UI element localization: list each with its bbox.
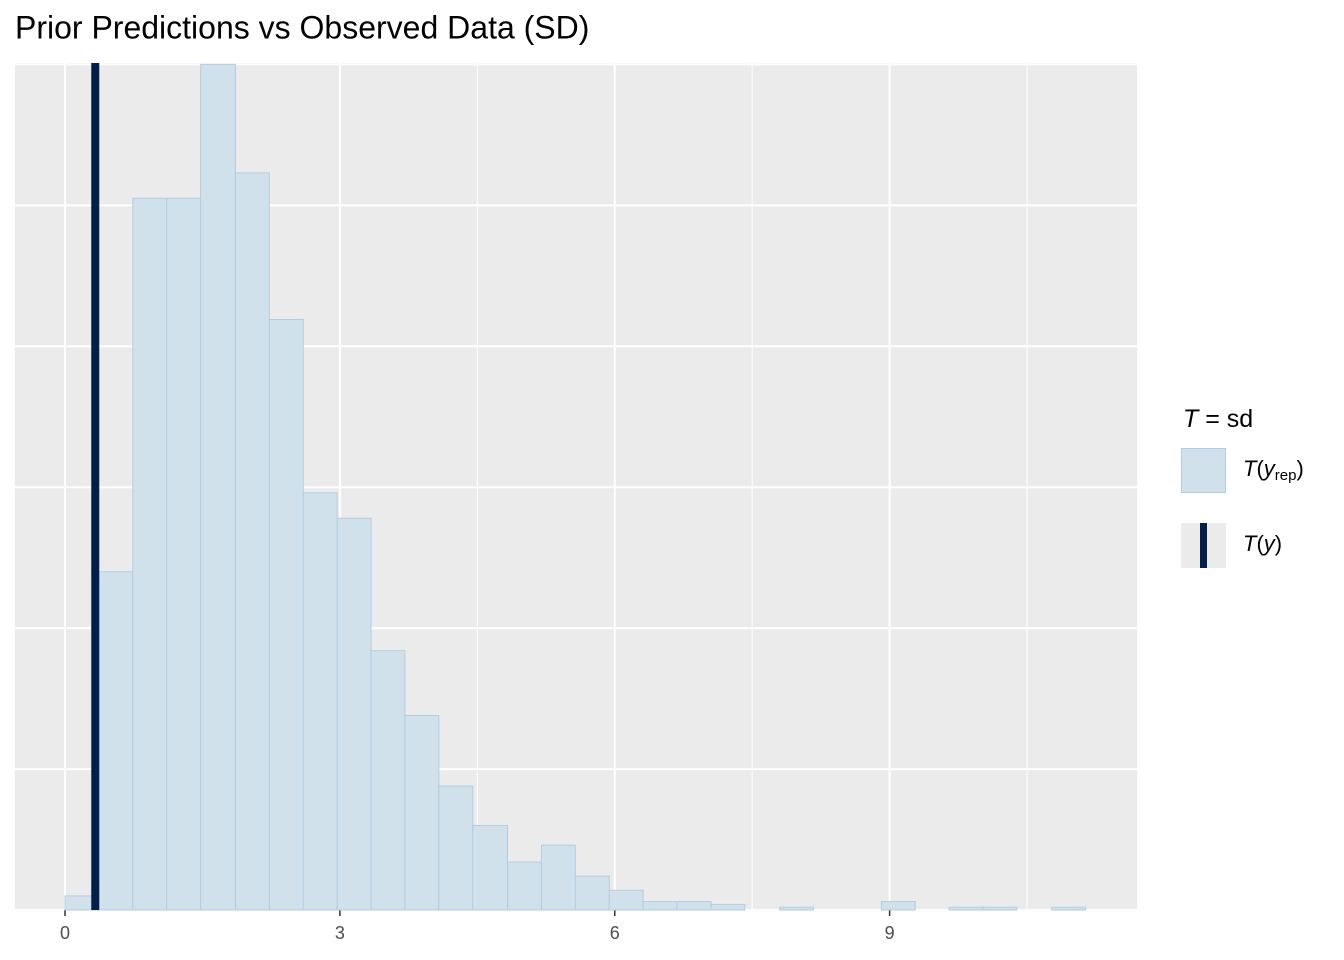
histogram-bar <box>200 63 236 911</box>
legend-label: T(yrep) <box>1243 456 1304 484</box>
histogram-bar <box>302 492 338 911</box>
legend-label-part: ( <box>1256 456 1264 481</box>
histogram-bar <box>779 906 815 911</box>
histogram-bar <box>507 861 542 911</box>
histogram-bar <box>268 318 304 911</box>
histogram-bar <box>710 903 746 911</box>
histogram-bar <box>132 197 168 911</box>
legend-title-part: T <box>1183 405 1200 433</box>
legend-label-part: ( <box>1256 531 1264 556</box>
histogram-bar <box>472 824 509 911</box>
histogram-bar <box>1051 906 1087 911</box>
legend-label-part: y <box>1262 456 1277 481</box>
legend-label-part: rep <box>1275 467 1297 484</box>
histogram-bar <box>608 889 644 911</box>
histogram-bar <box>948 906 984 911</box>
histogram-bar <box>336 517 372 911</box>
histogram-bar <box>404 715 440 911</box>
histogram-bar <box>370 650 406 911</box>
chart-title: Prior Predictions vs Observed Data (SD) <box>15 9 589 45</box>
x-tick-label: 3 <box>335 923 345 943</box>
histogram-bar <box>234 172 270 911</box>
legend-key <box>1181 448 1226 493</box>
legend: T = sdT(yrep)T(y) <box>1181 405 1304 568</box>
histogram-bar <box>676 901 712 911</box>
legend-label-part: ) <box>1275 531 1282 556</box>
histogram-bar <box>642 901 678 911</box>
legend-label-part: ) <box>1296 456 1303 481</box>
legend-title-part: = sd <box>1198 405 1253 433</box>
histogram-bar <box>880 901 916 911</box>
legend-label: T(y) <box>1243 531 1282 556</box>
histogram-bar <box>98 571 134 911</box>
x-tick-label: 9 <box>885 923 895 943</box>
histogram-bar <box>540 844 576 911</box>
legend-label-part: T <box>1243 531 1258 556</box>
legend-label-part: y <box>1262 531 1277 556</box>
x-tick-label: 6 <box>610 923 620 943</box>
legend-title: T = sd <box>1183 405 1253 433</box>
histogram-bar <box>982 906 1018 911</box>
histogram-bar <box>166 197 202 911</box>
legend-label-part: T <box>1243 456 1258 481</box>
histogram-bar <box>438 785 474 911</box>
histogram-bar <box>574 875 610 911</box>
x-tick-label: 0 <box>60 923 70 943</box>
